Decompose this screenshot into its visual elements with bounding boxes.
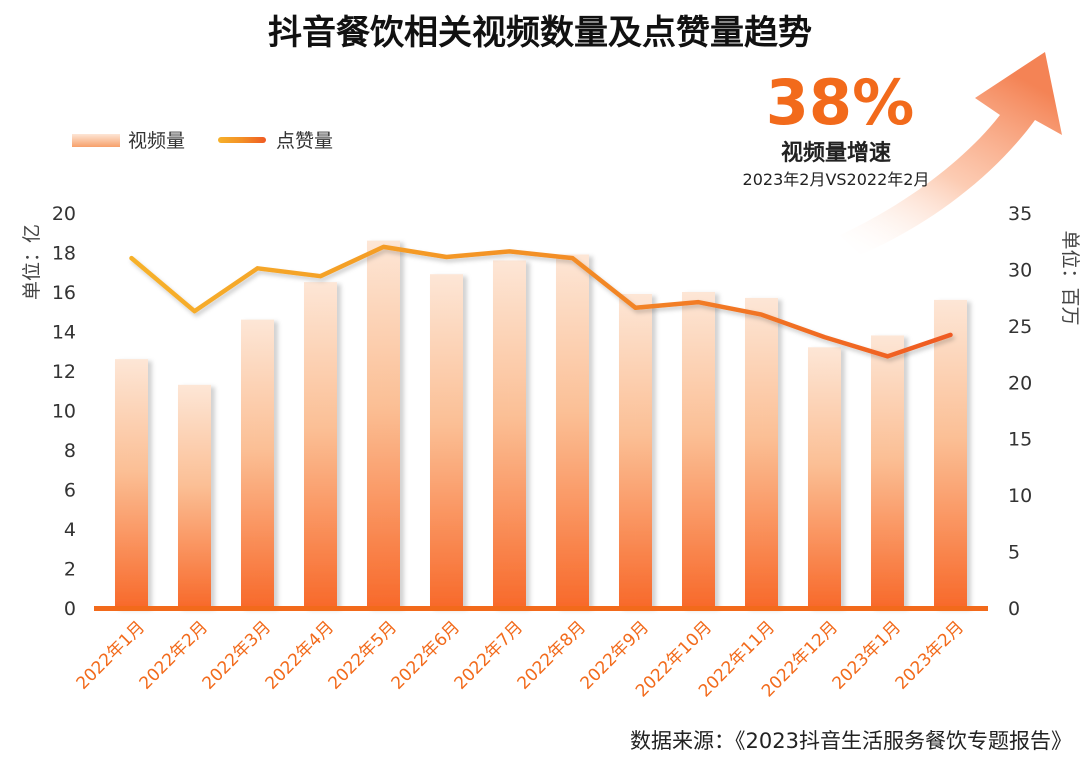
y-right-tick-label: 15 (1008, 429, 1032, 451)
x-category-labels: 2022年1月2022年2月2022年3月2022年4月2022年5月2022年… (73, 617, 968, 701)
y-left-tick-label: 2 (64, 559, 76, 581)
y-left-tick-label: 10 (52, 401, 76, 423)
growth-arrow-icon (840, 52, 1062, 255)
y-right-tick-label: 0 (1008, 598, 1020, 620)
y-left-ticks: 0 2 4 6 8 10 12 14 16 18 20 (52, 203, 76, 620)
y-right-tick-label: 35 (1008, 203, 1032, 225)
callout-label: 视频量增速 (781, 140, 891, 166)
line-series (129, 244, 953, 359)
bar-2022年3月 (241, 319, 274, 608)
bar-2022年8月 (556, 254, 589, 608)
y-left-tick-label: 20 (52, 203, 76, 225)
callout-value: 38% (766, 66, 914, 139)
source-note: 数据来源：《2023抖音生活服务餐饮专题报告》 (630, 729, 1072, 753)
bar-2022年11月 (745, 297, 778, 608)
y-left-axis-label: 单位：亿 (21, 224, 43, 300)
y-right-tick-label: 10 (1008, 485, 1032, 507)
y-right-tick-label: 25 (1008, 316, 1032, 338)
bar-2022年10月 (682, 292, 715, 608)
y-left-tick-label: 18 (52, 243, 76, 265)
bar-2022年12月 (808, 347, 841, 608)
legend: 视频量 点赞量 (72, 130, 333, 152)
bar-2022年7月 (493, 260, 526, 608)
y-right-axis-label: 单位：百万 (1059, 230, 1080, 325)
y-right-tick-label: 5 (1008, 542, 1020, 564)
legend-bar-swatch (72, 134, 120, 147)
y-left-tick-label: 16 (52, 282, 76, 304)
y-right-tick-label: 20 (1008, 372, 1032, 394)
y-left-tick-label: 6 (64, 480, 76, 502)
line-点赞量 (129, 244, 953, 359)
bar-2023年1月 (871, 335, 904, 608)
x-axis-baseline (94, 606, 988, 611)
bar-2023年2月 (934, 299, 967, 608)
legend-label-bar: 视频量 (128, 130, 185, 152)
bar-2022年2月 (178, 384, 211, 608)
y-right-ticks: 0 5 10 15 20 25 30 35 (1008, 203, 1032, 620)
bar-2022年5月 (367, 240, 400, 608)
bar-2022年1月 (115, 359, 148, 608)
y-left-tick-label: 12 (52, 361, 76, 383)
y-left-tick-label: 4 (64, 519, 76, 541)
x-tick-label: 2023年2月 (892, 617, 968, 693)
bar-2022年9月 (619, 293, 652, 608)
y-left-tick-label: 8 (64, 440, 76, 462)
callout-note: 2023年2月VS2022年2月 (743, 170, 930, 189)
bar-series (115, 240, 967, 608)
y-left-tick-label: 14 (52, 322, 76, 344)
y-right-tick-label: 30 (1008, 259, 1032, 281)
bar-2022年6月 (430, 274, 463, 608)
legend-line-swatch (218, 137, 266, 143)
bar-2022年4月 (304, 282, 337, 608)
y-left-tick-label: 0 (64, 598, 76, 620)
legend-label-line: 点赞量 (276, 130, 333, 152)
chart-title: 抖音餐饮相关视频数量及点赞量趋势 (268, 13, 812, 53)
